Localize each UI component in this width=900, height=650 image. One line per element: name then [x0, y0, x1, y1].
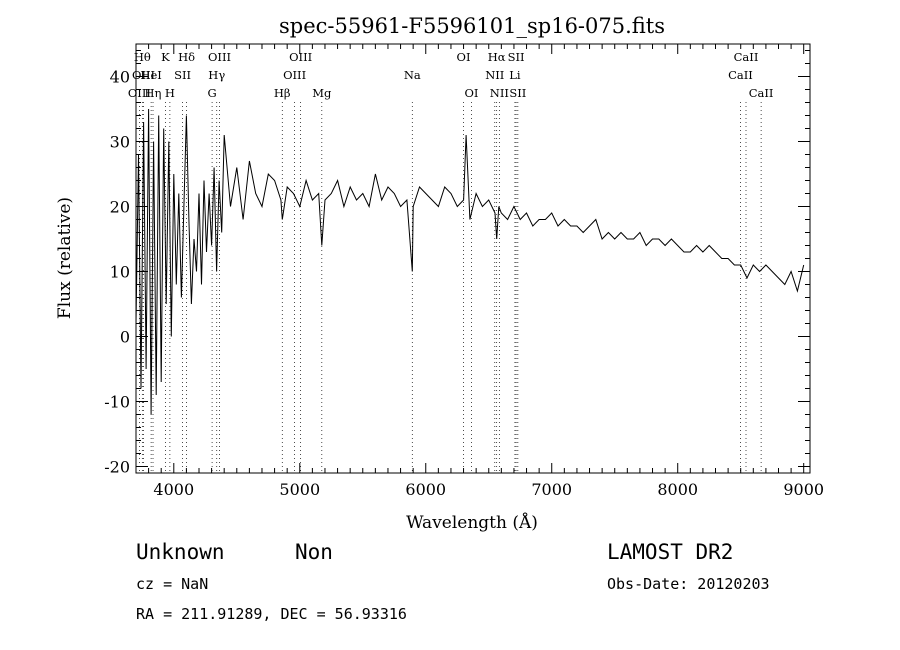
plot-frame	[135, 43, 811, 474]
spectral-line-label: Hη	[145, 86, 162, 100]
x-axis-ticks: 4000 5000 6000 7000 8000 9000	[135, 44, 824, 499]
spectrum-line	[135, 108, 805, 415]
spectral-line-label: OIII	[128, 86, 151, 100]
y-axis-ticks: -20 -10 0 10 20 30 40	[104, 50, 810, 477]
ra-dec-coordinates: RA = 211.91289, DEC = 56.93316	[136, 605, 407, 623]
x-tick-label: 5000	[279, 480, 320, 499]
spectral-line-label: NII	[490, 86, 509, 100]
spectral-line-label: H	[165, 86, 175, 100]
spectral-line-label: Mg	[312, 86, 332, 100]
spectral-line-markers	[139, 102, 762, 473]
spectral-line-label: G	[207, 86, 216, 100]
spectral-line-label: CaII	[749, 86, 774, 100]
spectral-line-label: Hα	[488, 50, 506, 64]
spectral-line-label: SII	[509, 86, 526, 100]
y-tick-label: -10	[104, 393, 130, 412]
observation-date: Obs-Date: 20120203	[607, 575, 770, 593]
spectral-line-label: SII	[174, 68, 191, 82]
spectral-line-label: Hβ	[274, 86, 291, 100]
spectral-line-label: Hδ	[178, 50, 195, 64]
y-tick-label: 20	[110, 198, 130, 217]
x-tick-label: 4000	[153, 480, 194, 499]
spectral-line-label: HeI	[140, 68, 161, 82]
x-tick-label: 9000	[783, 480, 824, 499]
y-axis-label: Flux (relative)	[55, 197, 75, 319]
spectral-line-label: CaII	[728, 68, 753, 82]
spectral-line-label: OIII	[289, 50, 312, 64]
y-tick-label: 40	[110, 68, 130, 87]
x-axis-label: Wavelength (Å)	[406, 512, 538, 533]
redshift-cz: cz = NaN	[136, 575, 208, 593]
spectral-line-label: Na	[404, 68, 421, 82]
spectral-line-label: Hγ	[208, 68, 225, 82]
object-subclass: Non	[295, 540, 333, 564]
spectral-line-label: OI	[464, 86, 478, 100]
spectral-line-label: CaII	[734, 50, 759, 64]
y-tick-label: 10	[110, 263, 130, 282]
x-tick-label: 8000	[657, 480, 698, 499]
y-tick-label: -20	[104, 458, 130, 477]
spectral-line-label: Hθ	[134, 50, 151, 64]
x-tick-label: 6000	[405, 480, 446, 499]
survey-name: LAMOST DR2	[607, 540, 733, 564]
spectral-line-label: SII	[508, 50, 525, 64]
spectral-line-label: OIII	[132, 68, 155, 82]
spectral-line-label: OIII	[283, 68, 306, 82]
spectral-line-label: OIII	[208, 50, 231, 64]
spectral-line-label: Li	[509, 68, 521, 82]
x-tick-label: 7000	[531, 480, 572, 499]
spectral-line-label: K	[161, 50, 170, 64]
y-tick-label: 30	[110, 133, 130, 152]
spectral-line-label: OI	[457, 50, 471, 64]
spectral-line-label: NII	[485, 68, 504, 82]
chart-title: spec-55961-F5596101_sp16-075.fits	[279, 14, 665, 38]
object-class: Unknown	[136, 540, 225, 564]
y-tick-label: 0	[120, 328, 130, 347]
